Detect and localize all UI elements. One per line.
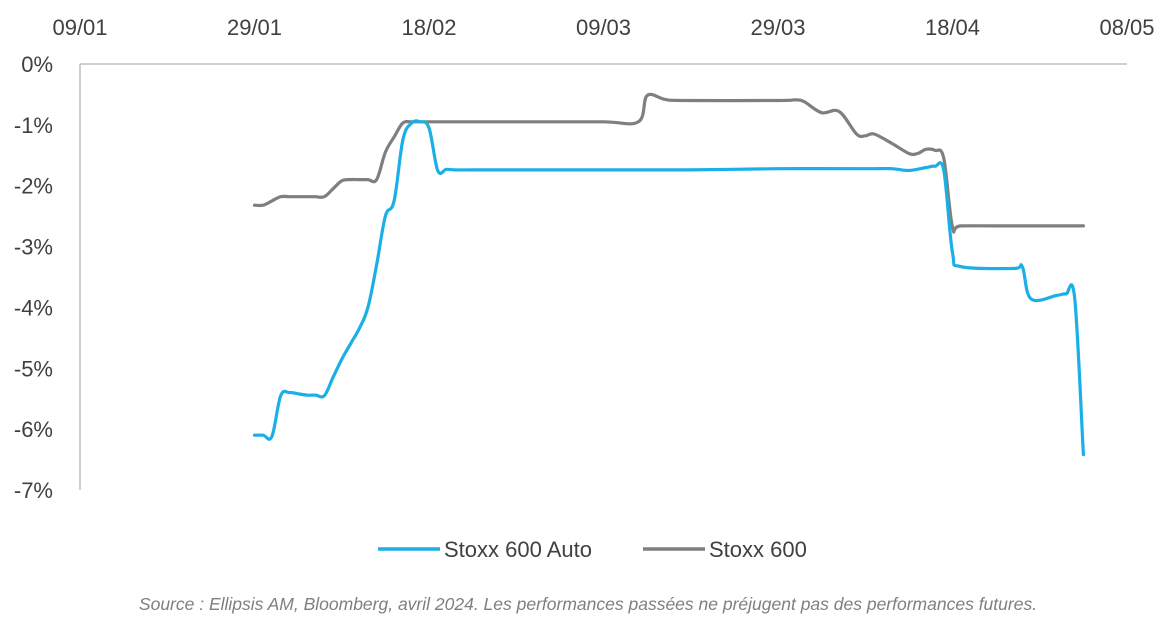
legend: Stoxx 600 Auto Stoxx 600 (378, 537, 807, 562)
axes (79, 63, 1127, 490)
x-tick-label: 18/04 (925, 15, 980, 40)
series-lines (252, 92, 1085, 457)
y-tick-label: -3% (14, 235, 53, 260)
x-tick-label: 08/05 (1099, 15, 1154, 40)
x-tick-label: 09/01 (52, 15, 107, 40)
line-chart: 09/01 29/01 18/02 09/03 29/03 18/04 08/05 0% -1… (14, 15, 1155, 562)
x-tick-label: 29/03 (750, 15, 805, 40)
y-tick-label: -7% (14, 478, 53, 503)
x-tick-label: 18/02 (401, 15, 456, 40)
y-tick-label: -1% (14, 113, 53, 138)
x-tick-label: 09/03 (576, 15, 631, 40)
legend-label-stoxx-600-auto: Stoxx 600 Auto (444, 537, 592, 562)
y-tick-labels: 0% -1% -2% -3% -4% -5% -6% -7% (14, 52, 53, 503)
x-tick-label: 29/01 (227, 15, 282, 40)
x-tick-labels: 09/01 29/01 18/02 09/03 29/03 18/04 08/05 (52, 15, 1154, 40)
series-line-stoxx-600 (252, 92, 1085, 234)
y-tick-label: -6% (14, 417, 53, 442)
legend-label-stoxx-600: Stoxx 600 (709, 537, 807, 562)
source-note: Source : Ellipsis AM, Bloomberg, avril 2… (138, 594, 1038, 614)
y-tick-label: -5% (14, 356, 53, 381)
y-tick-label: 0% (21, 52, 53, 77)
y-tick-label: -2% (14, 174, 53, 199)
series-line-stoxx-600-auto (252, 119, 1085, 457)
y-tick-label: -4% (14, 295, 53, 320)
